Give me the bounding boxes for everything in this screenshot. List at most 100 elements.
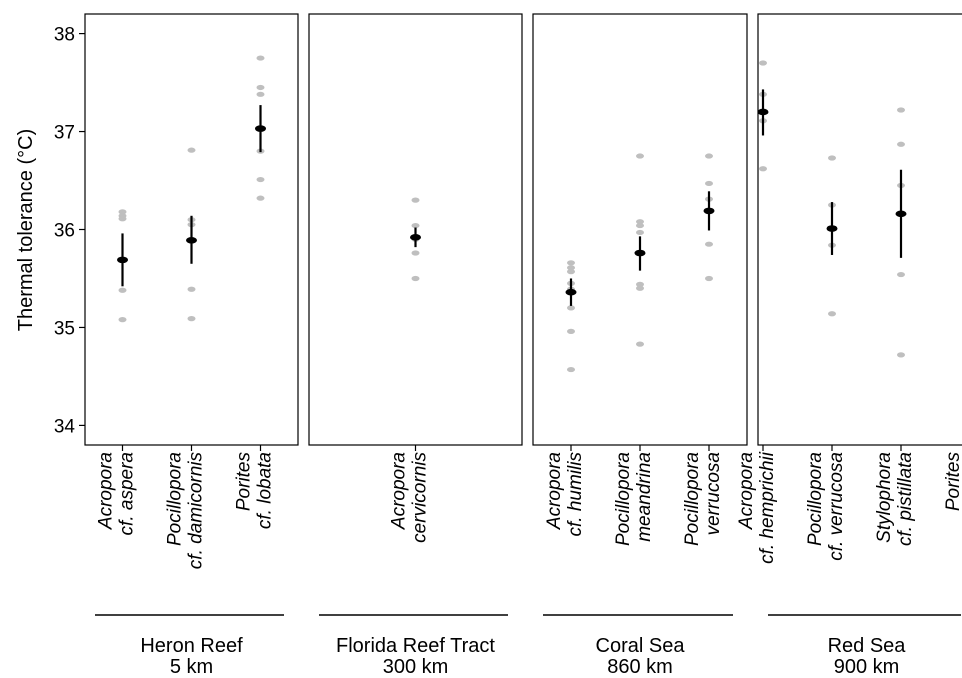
mean-point (117, 256, 128, 264)
raw-data-point (636, 153, 644, 159)
species-label: Pocilloporameandrina (613, 452, 655, 546)
species-label-line: Pocillopora (165, 452, 186, 546)
raw-data-point (705, 241, 713, 247)
y-axis-title: Thermal tolerance (°C) (15, 129, 37, 332)
raw-data-point (256, 91, 265, 97)
raw-data-point (187, 147, 196, 153)
species-label-line: Pocillopora (682, 452, 703, 546)
panel-coral-sea: Acroporacf. humilis Pocilloporameandrina P… (532, 13, 748, 678)
species-label-line: cf. pistillata (895, 452, 916, 546)
species-label-line: cf. humilis (565, 452, 586, 537)
species-label-line: Porites (234, 452, 255, 512)
raw-data-point (897, 271, 905, 278)
species-label-line: verrucosa (703, 452, 724, 535)
y-axis: 34 35 36 37 38 (54, 25, 85, 437)
group-distance: 860 km (607, 656, 673, 678)
raw-data-point (256, 84, 265, 91)
raw-data-point (256, 55, 265, 61)
raw-data-point (118, 216, 127, 222)
raw-data-point (567, 305, 575, 311)
mean-point (565, 288, 577, 296)
mean-point (255, 125, 266, 132)
raw-data-point (759, 166, 767, 172)
raw-data-point (567, 366, 575, 373)
group-distance: 5 km (170, 656, 213, 678)
raw-data-point (828, 311, 836, 317)
species-label-line: Acropora (544, 452, 565, 530)
raw-data-point (759, 60, 767, 66)
group-name: Red Sea (828, 635, 907, 657)
mean-point (410, 234, 421, 241)
y-tick-label: 37 (54, 123, 75, 144)
raw-data-point (411, 197, 420, 203)
species-label: Pocilloporacf. verrucosa (805, 452, 847, 561)
group-distance: 300 km (383, 656, 449, 678)
mean-point (895, 210, 907, 218)
panel-florida-reef-tract: Acroporacervicornis Florida Reef Tract300… (308, 13, 523, 678)
species-label-line: Porites (943, 452, 962, 512)
raw-data-point (567, 328, 575, 334)
raw-data-point (897, 352, 905, 358)
y-tick-label: 36 (54, 221, 75, 242)
raw-data-point (256, 195, 265, 201)
species-label-line: cf. verrucosa (826, 452, 847, 561)
species-label-line: meandrina (634, 452, 655, 542)
species-label-line: cervicornis (410, 452, 431, 543)
raw-data-point (411, 275, 420, 282)
raw-data-point (828, 155, 836, 161)
raw-data-point (636, 222, 644, 229)
raw-data-point (187, 286, 196, 292)
species-label: Acroporacervicornis (389, 452, 431, 543)
species-label: Poritescf. lobata (234, 452, 276, 530)
species-label: Poritescf. lobata (943, 452, 962, 530)
raw-data-point (411, 250, 420, 256)
panel-frame (532, 13, 748, 446)
raw-data-point (567, 265, 575, 271)
raw-data-point (636, 285, 644, 291)
species-label-line: Acropora (389, 452, 410, 530)
raw-data-point (118, 209, 127, 215)
raw-data-point (705, 180, 713, 187)
raw-data-point (636, 341, 644, 347)
panel-red-sea: Acroporacf. hemprichii Pocilloporacf. ver… (736, 13, 962, 678)
raw-data-point (567, 269, 575, 275)
species-label: Pocilloporaverrucosa (682, 452, 724, 546)
raw-data-point (897, 107, 905, 113)
group-name: Florida Reef Tract (336, 635, 495, 657)
species-label-line: cf. aspera (117, 452, 138, 535)
raw-data-point (705, 153, 713, 159)
raw-data-point (897, 141, 905, 147)
species-label: Acroporacf. hemprichii (736, 451, 778, 564)
panel-heron-reef: Acroporacf. aspera Pocilloporacf. damicor… (84, 13, 299, 678)
group-distance: 900 km (834, 656, 900, 678)
panels: Acroporacf. aspera Pocilloporacf. damicor… (84, 13, 962, 678)
raw-data-point (411, 222, 420, 229)
mean-point (186, 236, 197, 244)
group-name: Coral Sea (596, 635, 686, 657)
species-label-line: cf. hemprichii (757, 451, 778, 564)
species-label-line: cf. lobata (255, 452, 276, 529)
mean-point (634, 249, 646, 257)
species-label: Acroporacf. aspera (96, 452, 138, 535)
raw-data-point (118, 317, 127, 323)
species-label-line: Pocillopora (805, 452, 826, 546)
mean-point (703, 207, 715, 215)
species-label-line: Acropora (736, 452, 757, 530)
species-label-line: Acropora (96, 452, 117, 530)
panel-frame (757, 13, 962, 446)
species-label-line: cf. damicornis (186, 452, 207, 570)
raw-data-point (636, 229, 644, 236)
raw-data-point (256, 176, 265, 183)
species-label: Pocilloporacf. damicornis (165, 452, 207, 570)
raw-data-point (705, 275, 713, 282)
raw-data-point (636, 219, 644, 225)
y-tick-label: 34 (54, 416, 76, 437)
y-tick-label: 38 (54, 25, 75, 46)
species-label-line: Stylophora (874, 452, 895, 543)
raw-data-point (567, 260, 575, 266)
y-tick-label: 35 (54, 318, 75, 339)
raw-data-point (187, 316, 196, 322)
species-label: Acroporacf. humilis (544, 452, 586, 537)
species-label-line: Pocillopora (613, 452, 634, 546)
